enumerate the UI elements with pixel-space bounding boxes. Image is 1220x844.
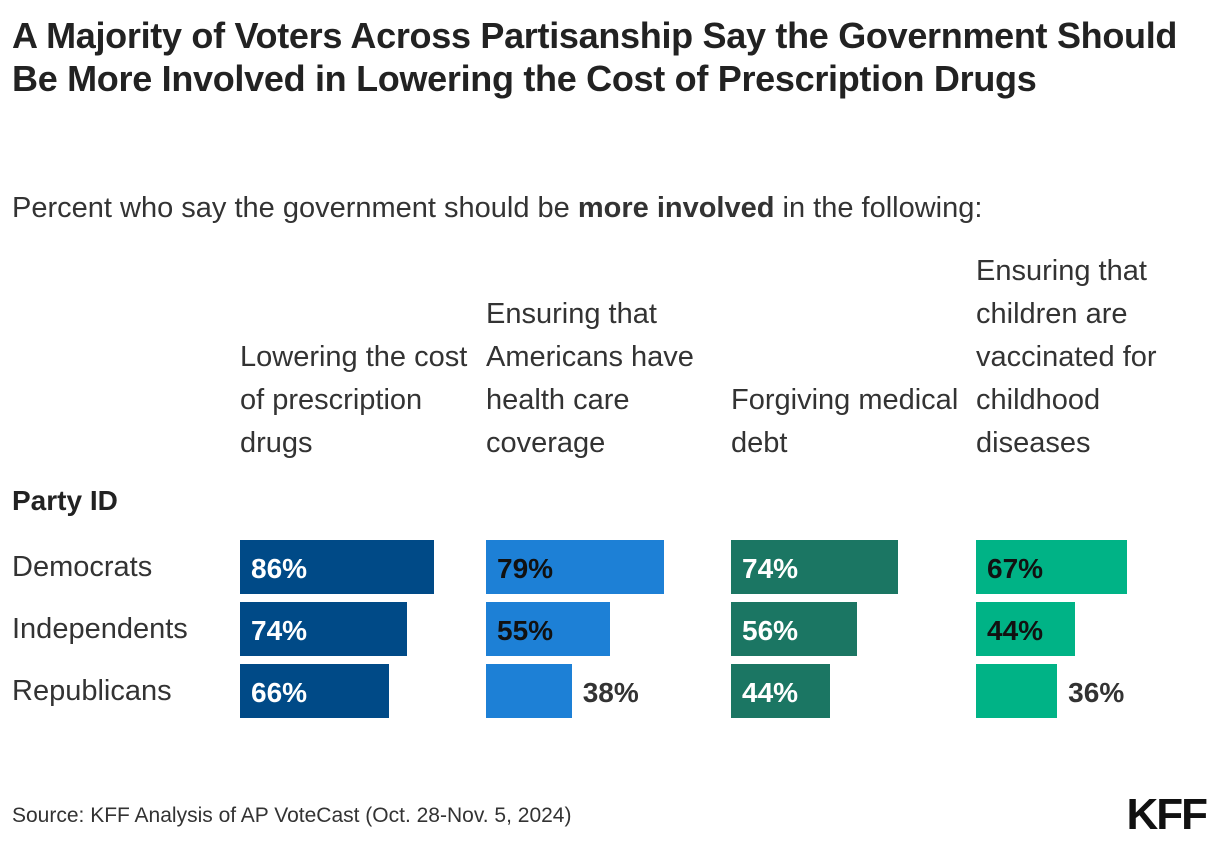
kff-logo: KFF <box>1126 790 1208 839</box>
data-label: 55% <box>497 615 554 646</box>
row-label: Republicans <box>12 675 172 707</box>
data-label: 74% <box>742 553 799 584</box>
column-header: Ensuring that Americans have health care… <box>486 298 694 459</box>
bar <box>976 664 1058 718</box>
data-label: 36% <box>1068 677 1125 708</box>
bar <box>486 602 611 656</box>
row-group-label: Party ID <box>12 485 118 516</box>
column-header: Forgiving medical debt <box>731 384 959 459</box>
data-label: 44% <box>742 677 799 708</box>
bar <box>731 540 898 594</box>
data-label: 67% <box>987 553 1044 584</box>
bar <box>731 664 831 718</box>
subtitle-text-end: in the following: <box>774 192 983 224</box>
data-label: 79% <box>497 553 554 584</box>
bar <box>240 540 434 594</box>
bar <box>976 540 1128 594</box>
data-label: 44% <box>987 615 1044 646</box>
chart-subtitle: Percent who say the government should be… <box>12 192 982 225</box>
column-header: Ensuring that children are vaccinated fo… <box>976 255 1157 459</box>
bar <box>731 602 858 656</box>
row-label: Democrats <box>12 551 153 583</box>
bar <box>976 602 1076 656</box>
chart-title: A Majority of Voters Across Partisanship… <box>12 15 1178 99</box>
bar <box>486 664 572 718</box>
data-label: 56% <box>742 615 799 646</box>
subtitle-bold: more involved <box>577 192 775 224</box>
bar <box>240 664 389 718</box>
column-header: Lowering the cost of prescription drugs <box>240 341 468 459</box>
source-note: Source: KFF Analysis of AP VoteCast (Oct… <box>12 804 572 827</box>
data-label: 38% <box>582 677 639 708</box>
data-label: 74% <box>251 615 308 646</box>
subtitle-text: Percent who say the government should be <box>12 192 578 224</box>
data-label: 66% <box>251 677 308 708</box>
row-label: Independents <box>12 613 188 645</box>
bar <box>486 540 665 594</box>
data-label: 86% <box>251 553 308 584</box>
bar <box>240 602 407 656</box>
